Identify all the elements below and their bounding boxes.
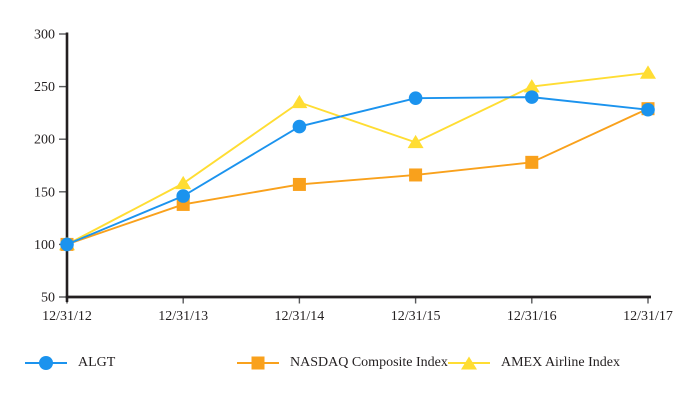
x-axis-tick-label: 12/31/13 bbox=[158, 309, 208, 324]
data-point-marker bbox=[525, 90, 539, 104]
y-axis-tick-label: 200 bbox=[34, 133, 55, 148]
circle-marker-icon bbox=[39, 356, 53, 370]
y-axis-tick-label: 100 bbox=[34, 238, 55, 253]
data-point-marker bbox=[176, 189, 190, 203]
legend-swatch bbox=[25, 355, 67, 371]
chart-legend: ALGT NASDAQ Composite Index AMEX Airline… bbox=[0, 350, 682, 378]
x-axis-tick-label: 12/31/15 bbox=[391, 309, 441, 324]
data-point-marker bbox=[175, 175, 192, 190]
x-axis-tick-label: 12/31/17 bbox=[623, 309, 673, 324]
series-line-nasdaq bbox=[66, 107, 649, 246]
triangle-marker-icon bbox=[461, 356, 477, 370]
y-axis-tick-label: 300 bbox=[34, 28, 55, 43]
x-axis-tick-label: 12/31/12 bbox=[42, 309, 92, 324]
data-point-marker bbox=[407, 134, 424, 149]
data-point-marker bbox=[641, 102, 655, 117]
data-point-marker bbox=[525, 155, 539, 169]
y-axis-tick-label: 250 bbox=[34, 80, 55, 95]
data-point-marker bbox=[291, 94, 308, 109]
x-axis-tick-label: 12/31/16 bbox=[507, 309, 557, 324]
data-point-marker bbox=[292, 177, 306, 191]
y-axis-tick-label: 150 bbox=[34, 185, 55, 200]
legend-item-algt: ALGT bbox=[25, 350, 115, 376]
data-point-marker bbox=[292, 119, 307, 134]
data-point-marker bbox=[60, 237, 74, 252]
legend-label: NASDAQ Composite Index bbox=[290, 355, 448, 370]
y-axis-tick-label: 50 bbox=[41, 291, 55, 306]
legend-label: ALGT bbox=[78, 355, 116, 370]
data-point-marker bbox=[408, 91, 423, 105]
series-line-algt bbox=[66, 96, 649, 246]
legend-item-nasdaq: NASDAQ Composite Index bbox=[237, 350, 448, 376]
data-point-marker bbox=[523, 79, 540, 93]
square-marker-icon bbox=[251, 356, 265, 370]
legend-swatch bbox=[448, 355, 490, 371]
data-point-marker bbox=[640, 65, 656, 79]
legend-item-amex: AMEX Airline Index bbox=[448, 350, 620, 376]
x-axis-tick-label: 12/31/14 bbox=[275, 309, 325, 324]
legend-label: AMEX Airline Index bbox=[501, 355, 620, 370]
legend-swatch bbox=[237, 355, 279, 371]
data-point-marker bbox=[409, 168, 423, 182]
series-line-amex bbox=[66, 71, 649, 246]
